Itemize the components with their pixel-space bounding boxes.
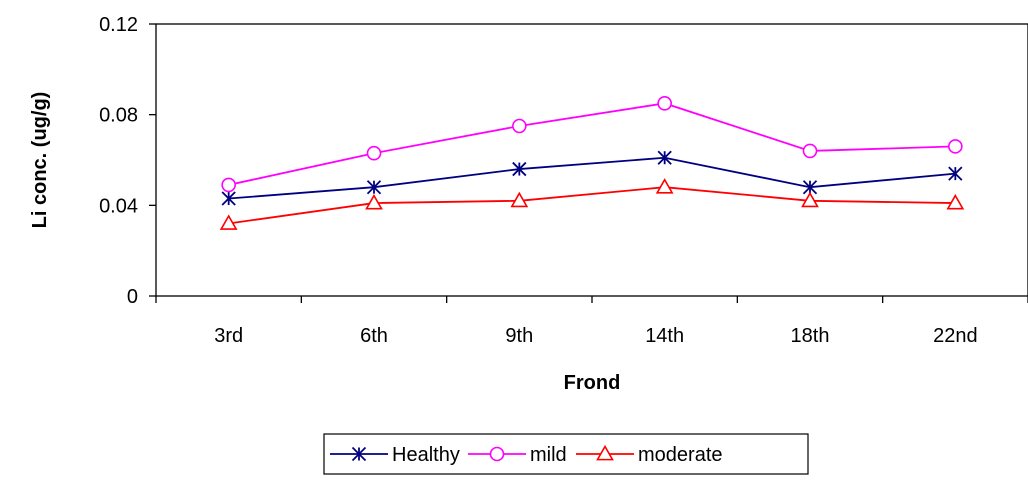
y-axis-title: Li conc. (ug/g) [29, 92, 51, 229]
data-point-healthy [657, 150, 672, 165]
x-tick-label: 18th [791, 325, 830, 347]
y-tick-label: 0.08 [99, 105, 138, 127]
data-point-healthy [512, 161, 527, 177]
data-point-healthy [221, 191, 236, 206]
plot-area: 0 0.04 0.08 0.12 3rd 6th 9th 14th 18th 22nd [99, 14, 1028, 347]
data-point-moderate [655, 178, 674, 194]
data-point-healthy [802, 180, 818, 195]
data-point-mild [366, 145, 382, 161]
x-tick-label: 14th [645, 325, 684, 347]
legend-label-mild: mild [530, 444, 567, 466]
data-point-healthy [366, 180, 382, 195]
data-point-moderate [801, 191, 819, 208]
data-point-moderate [510, 191, 529, 208]
legend: Healthy mild moderate [323, 433, 809, 475]
series-line-healthy [228, 156, 956, 200]
series-line-mild [228, 102, 956, 186]
legend-label-healthy: Healthy [392, 444, 460, 466]
data-point-mild [221, 177, 236, 193]
legend-label-moderate: moderate [638, 444, 723, 466]
legend-marker-healthy [351, 446, 367, 462]
data-point-mild [512, 118, 527, 134]
legend-marker-mild [489, 446, 505, 462]
plot-frame [155, 23, 1028, 297]
y-tick-label: 0 [127, 286, 138, 308]
data-point-moderate [946, 193, 965, 210]
data-point-mild [802, 143, 818, 159]
data-point-mild [657, 96, 672, 111]
legend-marker-moderate [596, 444, 614, 461]
x-tick-label: 6th [360, 325, 388, 347]
data-point-healthy [948, 166, 963, 181]
x-tick-label: 22nd [933, 325, 978, 347]
x-tick-label: 9th [505, 325, 533, 347]
series-line-moderate [228, 186, 956, 225]
y-tick-label: 0.04 [99, 195, 138, 217]
data-point-moderate [219, 214, 238, 230]
legend-box [323, 433, 809, 475]
data-point-mild [948, 139, 963, 154]
x-tick-label: 3rd [214, 325, 243, 347]
x-axis-title: Frond [564, 372, 621, 394]
data-point-moderate [365, 193, 383, 210]
y-tick-label: 0.12 [99, 14, 138, 36]
